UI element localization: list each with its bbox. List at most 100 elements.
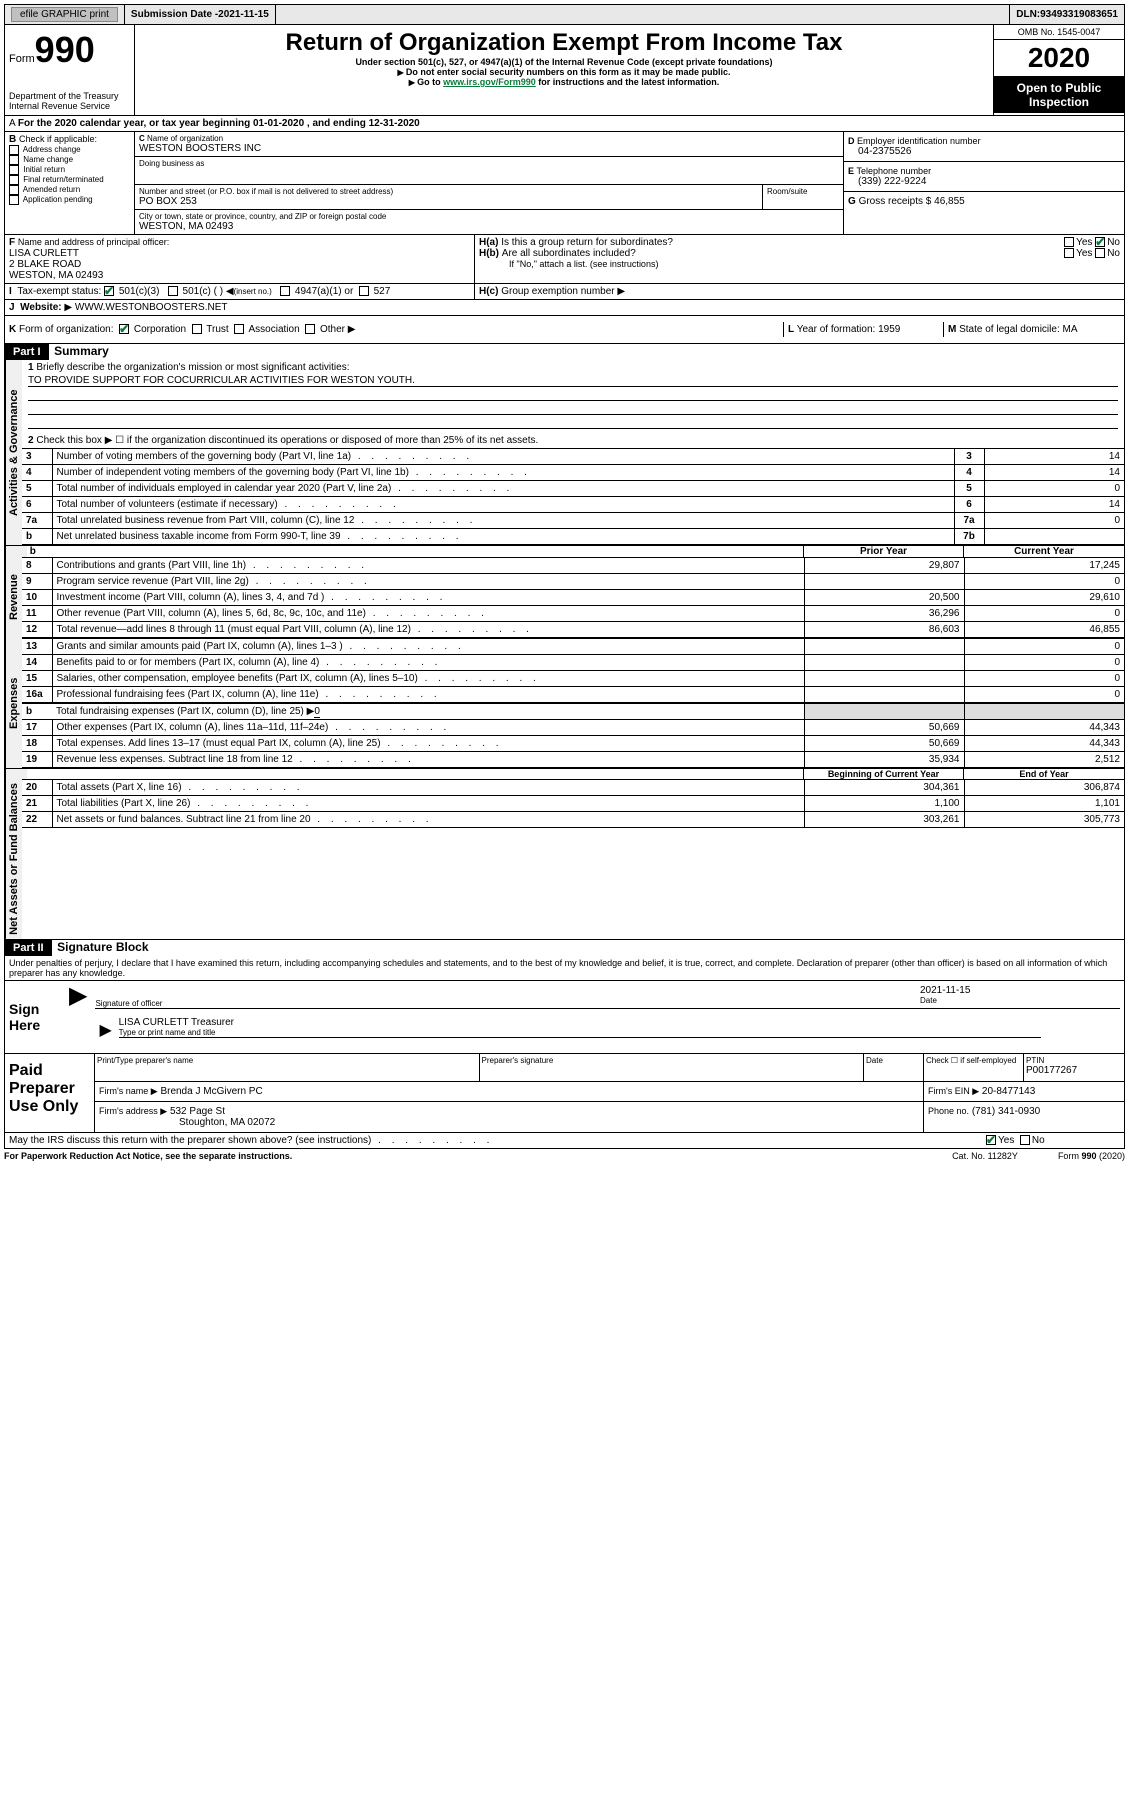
irs-link[interactable]: www.irs.gov/Form990 — [443, 77, 536, 87]
form-number: 990 — [35, 29, 95, 70]
dln-value: 93493319083651 — [1040, 9, 1118, 20]
type-name-label: Type or print name and title — [119, 1028, 1041, 1037]
org-name: WESTON BOOSTERS INC — [139, 143, 839, 154]
part1-bar: Part I — [5, 344, 49, 360]
hb-yes[interactable] — [1064, 248, 1074, 258]
q1-label: Briefly describe the organization's miss… — [36, 362, 349, 373]
city-value: WESTON, MA 02493 — [139, 221, 839, 232]
room-label: Room/suite — [767, 187, 839, 196]
phone-value: (339) 222-9224 — [848, 176, 1120, 187]
other-check[interactable] — [305, 324, 315, 334]
check-address-change[interactable] — [9, 145, 19, 155]
check-application-pending[interactable] — [9, 195, 19, 205]
open-public: Open to Public Inspection — [994, 77, 1124, 113]
prior-year-header: Prior Year — [804, 546, 964, 557]
street-value: PO BOX 253 — [139, 196, 758, 207]
trust-check[interactable] — [192, 324, 202, 334]
dln-label: DLN: — [1016, 9, 1040, 20]
ha-yes[interactable] — [1064, 237, 1074, 247]
tax-year: 2020 — [994, 40, 1124, 77]
prep-sig-label: Preparer's signature — [482, 1056, 862, 1065]
goto-pre: Go to — [417, 77, 443, 87]
hb-note: If "No," attach a list. (see instruction… — [479, 259, 1120, 269]
assoc-check[interactable] — [234, 324, 244, 334]
officer-street: 2 BLAKE ROAD — [9, 259, 470, 270]
16b-value: 0 — [314, 706, 320, 718]
org-info-block: B Check if applicable: Address change Na… — [4, 132, 1125, 235]
527-check[interactable] — [359, 286, 369, 296]
exp-sidelabel: Expenses — [5, 638, 22, 768]
summary-section: Activities & Governance 1 Briefly descri… — [4, 360, 1125, 545]
website-value: WWW.WESTONBOOSTERS.NET — [75, 302, 228, 313]
check-amended-return[interactable] — [9, 185, 19, 195]
self-employed-check[interactable]: Check ☐ if self-employed — [924, 1054, 1024, 1081]
firm-addr1: 532 Page St — [170, 1106, 225, 1117]
submission-date: 2021-11-15 — [218, 9, 269, 20]
ha-label: Is this a group return for subordinates? — [501, 237, 1064, 248]
prep-date-label: Date — [866, 1056, 921, 1065]
current-year-header: Current Year — [964, 546, 1124, 557]
form-org-label: Form of organization: — [19, 324, 114, 335]
efile-print-button[interactable]: efile GRAPHIC print — [11, 7, 118, 22]
ptin-label: PTIN — [1026, 1056, 1122, 1065]
4947-check[interactable] — [280, 286, 290, 296]
check-initial-return[interactable] — [9, 165, 19, 175]
discuss-no[interactable] — [1020, 1135, 1030, 1145]
501c-check[interactable] — [168, 286, 178, 296]
officer-city: WESTON, MA 02493 — [9, 270, 470, 281]
firm-name: Brenda J McGivern PC — [160, 1086, 262, 1097]
ha-no[interactable] — [1095, 237, 1105, 247]
check-final-return/terminated[interactable] — [9, 175, 19, 185]
sign-here-label: Sign Here — [5, 981, 65, 1053]
hb-label: Are all subordinates included? — [502, 248, 1064, 259]
firm-name-label: Firm's name ▶ — [99, 1086, 158, 1096]
paid-preparer-label: Paid Preparer Use Only — [5, 1054, 95, 1132]
submission-date-label: Submission Date - — [131, 9, 218, 20]
dba-label: Doing business as — [139, 159, 839, 168]
16b-text: Total fundraising expenses (Part IX, col… — [56, 706, 314, 717]
gross-value: 46,855 — [934, 196, 965, 207]
form-footer: Form 990 (2020) — [1058, 1151, 1125, 1161]
hb-no[interactable] — [1095, 248, 1105, 258]
hc-label: Group exemption number — [501, 286, 614, 297]
arrow-icon: ▶ — [65, 981, 91, 1053]
cat-no: Cat. No. 11282Y — [952, 1151, 1018, 1161]
part2-bar: Part II — [5, 940, 52, 956]
year-form-value: 1959 — [878, 324, 900, 335]
irs-label: Internal Revenue Service — [9, 101, 130, 111]
topbar: efile GRAPHIC print Submission Date - 20… — [4, 4, 1125, 25]
officer-name-title: LISA CURLETT Treasurer — [119, 1017, 1041, 1028]
ecy-header: End of Year — [964, 769, 1124, 779]
corp-check[interactable] — [119, 324, 129, 334]
sig-date: 2021-11-15 — [920, 985, 1120, 996]
discuss-yes[interactable] — [986, 1135, 996, 1145]
state-value: MA — [1063, 324, 1078, 335]
ssn-note: Do not enter social security numbers on … — [139, 67, 989, 77]
state-label: State of legal domicile: — [959, 324, 1060, 335]
discuss-question: May the IRS discuss this return with the… — [5, 1133, 984, 1148]
ein-label: Employer identification number — [857, 136, 981, 146]
form-header: Form990 Department of the Treasury Inter… — [4, 25, 1125, 116]
gross-label: Gross receipts $ — [859, 196, 932, 207]
col-b: b — [27, 546, 804, 557]
firm-addr-label: Firm's address ▶ — [99, 1106, 167, 1116]
org-name-label: Name of organization — [147, 134, 223, 143]
ein-value: 04-2375526 — [848, 146, 1120, 157]
firm-addr2: Stoughton, MA 02072 — [99, 1117, 919, 1128]
omb-number: OMB No. 1545-0047 — [994, 25, 1124, 40]
form-title: Return of Organization Exempt From Incom… — [139, 29, 989, 57]
ptin-value: P00177267 — [1026, 1065, 1122, 1076]
rev-sidelabel: Revenue — [5, 557, 22, 638]
firm-ein: 20-8477143 — [982, 1086, 1035, 1097]
street-label: Number and street (or P.O. box if mail i… — [139, 187, 758, 196]
net-sidelabel: Net Assets or Fund Balances — [5, 779, 22, 939]
date-label: Date — [920, 996, 1120, 1005]
perjury-text: Under penalties of perjury, I declare th… — [5, 956, 1124, 980]
sig-officer-label: Signature of officer — [95, 999, 920, 1008]
goto-post: for instructions and the latest informat… — [536, 77, 720, 87]
city-label: City or town, state or province, country… — [139, 212, 839, 221]
501c3-check[interactable] — [104, 286, 114, 296]
form-subtitle: Under section 501(c), 527, or 4947(a)(1)… — [139, 57, 989, 67]
check-name-change[interactable] — [9, 155, 19, 165]
website-label: Website: — [20, 302, 62, 313]
